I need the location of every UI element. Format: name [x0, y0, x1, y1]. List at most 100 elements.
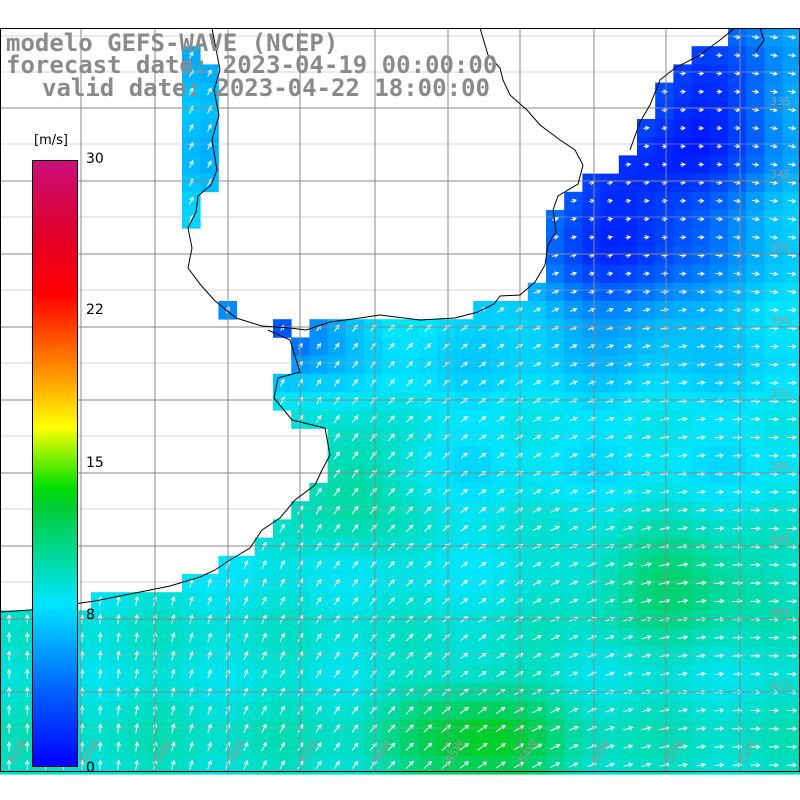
wind-arrow [751, 307, 761, 313]
wind-arrow [698, 107, 705, 113]
wind-arrow [405, 524, 414, 533]
wind-arrow [460, 507, 469, 514]
latitude-label: 34S [770, 168, 791, 181]
wind-arrow [550, 489, 560, 495]
wind-arrow [787, 708, 798, 713]
wind-arrow [405, 433, 414, 442]
wind-arrow [770, 107, 778, 113]
wind-arrow [478, 634, 487, 641]
wind-arrow [623, 416, 633, 422]
wind-arrow [352, 342, 358, 350]
wind-arrow [424, 506, 432, 514]
wind-arrow [679, 234, 687, 240]
wind-arrow [24, 668, 30, 679]
wind-arrow [477, 761, 488, 769]
wind-arrow [568, 635, 579, 641]
wind-arrow [605, 726, 616, 731]
wind-arrow [714, 526, 725, 531]
wind-arrow [334, 324, 340, 332]
wind-arrow [495, 743, 507, 751]
wind-arrow [24, 722, 30, 734]
wind-arrow [388, 324, 395, 332]
wind-arrow [716, 143, 723, 149]
wind-arrow [6, 759, 12, 770]
wind-arrow [641, 744, 652, 749]
wind-arrow [696, 453, 706, 458]
wind-arrow [97, 705, 103, 715]
wind-arrow [787, 289, 797, 295]
wind-arrow [6, 722, 12, 734]
wind-arrow [623, 744, 634, 749]
wind-arrow [189, 741, 194, 752]
wind-arrow [550, 725, 561, 732]
wind-arrow [387, 579, 396, 587]
wind-arrow [677, 507, 689, 513]
wind-arrow [316, 342, 321, 350]
wind-arrow [568, 725, 579, 732]
wind-arrow [770, 89, 778, 95]
wind-arrow [406, 579, 414, 587]
wind-arrow [787, 562, 798, 568]
wind-arrow [568, 598, 579, 604]
wind-arrow [696, 416, 706, 422]
wind-arrow [189, 123, 194, 132]
wind-arrow [678, 289, 688, 295]
wind-arrow [116, 759, 121, 770]
wind-arrow [641, 562, 653, 567]
wind-arrow [550, 525, 561, 531]
wind-arrow [750, 671, 761, 677]
wind-arrow [496, 489, 505, 495]
wind-arrow [424, 524, 432, 532]
colorbar-tick-8: 8 [86, 607, 95, 623]
wind-arrow [424, 324, 432, 332]
wind-arrow [623, 380, 633, 385]
wind-arrow [625, 198, 632, 204]
wind-arrow [715, 234, 724, 240]
colorbar [32, 160, 78, 767]
wind-arrow [243, 741, 249, 752]
wind-arrow [752, 107, 760, 113]
wind-arrow [768, 726, 780, 732]
wind-arrow [460, 343, 469, 350]
wind-arrow [279, 378, 285, 387]
wind-arrow [333, 378, 340, 387]
wind-arrow [696, 489, 706, 495]
wind-arrow [6, 668, 12, 679]
wind-arrow [405, 760, 414, 770]
wind-arrow [679, 216, 687, 222]
wind-arrow [387, 415, 395, 423]
wind-arrow [207, 759, 212, 770]
wind-arrow [570, 198, 578, 204]
wind-arrow [787, 344, 797, 349]
wind-arrow [680, 162, 686, 167]
wind-arrow [460, 525, 469, 532]
wind-arrow [243, 669, 249, 679]
wind-arrow [751, 289, 761, 295]
wind-arrow [697, 216, 705, 222]
wind-arrow [315, 705, 322, 715]
wind-arrow [116, 595, 121, 606]
wind-arrow [24, 759, 30, 770]
wind-arrow [388, 342, 395, 350]
wind-arrow [787, 453, 798, 459]
wind-arrow [751, 198, 760, 204]
wind-arrow [315, 487, 322, 497]
wind-arrow [423, 706, 433, 715]
wind-arrow [352, 360, 358, 369]
wind-arrow [496, 525, 506, 532]
wind-arrow [569, 453, 579, 458]
wind-arrow [189, 87, 194, 96]
wind-arrow [459, 761, 470, 769]
wind-arrow [570, 216, 577, 222]
wind-arrow [696, 344, 706, 349]
wind-arrow [768, 744, 780, 750]
wind-arrow [750, 744, 761, 750]
wind-arrow [207, 741, 212, 752]
wind-arrow [569, 671, 579, 677]
wind-arrow [641, 416, 652, 422]
wind-arrow [679, 89, 687, 95]
wind-arrow [551, 216, 560, 222]
forecast-date: forecast date: 2023-04-19 00:00:00 [6, 51, 498, 79]
wind-arrow [750, 598, 762, 604]
